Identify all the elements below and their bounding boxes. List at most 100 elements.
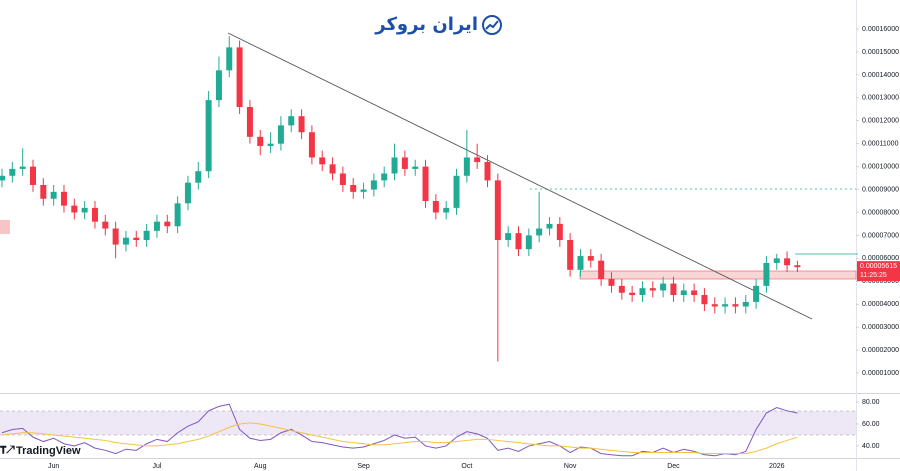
- candle-body: [360, 189, 367, 192]
- candle-body: [298, 116, 305, 133]
- candle-body: [432, 201, 439, 213]
- y-tick-label: 0.00011000: [862, 141, 899, 148]
- y-tick-label: 60.00: [862, 421, 880, 428]
- y-tick-label: 0.00007000: [862, 232, 899, 239]
- candle-body: [153, 221, 160, 231]
- price-tag-label: 0.00005615: [860, 263, 897, 270]
- countdown: 11:25:25: [860, 272, 887, 279]
- x-tick-label: 2026: [769, 463, 785, 470]
- candle-body: [350, 184, 357, 192]
- candle-body: [0, 175, 5, 181]
- candle-body: [236, 47, 243, 108]
- x-tick-label: Jun: [48, 463, 59, 470]
- zone: [579, 270, 857, 280]
- candle-body: [474, 157, 481, 163]
- candle-body: [401, 157, 408, 169]
- x-tick-label: Jul: [152, 463, 161, 470]
- candle-body: [91, 207, 98, 222]
- candle-body: [556, 223, 563, 241]
- x-tick-label: Sep: [357, 463, 370, 470]
- candle-body: [143, 230, 150, 241]
- candle-body: [319, 157, 326, 165]
- y-tick-label: 0.00004000: [862, 301, 899, 308]
- candle-body: [184, 182, 191, 204]
- candle-body: [19, 166, 26, 169]
- price-tag: [857, 261, 900, 282]
- candle-body: [308, 132, 315, 158]
- logo: ایران بروکر: [374, 14, 502, 35]
- candle-body: [660, 283, 667, 291]
- candle-body: [629, 292, 636, 296]
- candle-body: [722, 304, 729, 307]
- x-tick-label: Nov: [564, 463, 577, 470]
- candle-body: [618, 285, 625, 293]
- candle-body: [649, 288, 656, 291]
- logo-icon: [482, 15, 502, 35]
- candle-body: [195, 171, 202, 183]
- brand-mark: 𝐓↗: [0, 445, 15, 457]
- candle-body: [257, 136, 264, 146]
- candle-body: [71, 205, 78, 213]
- logo-arrow: [485, 20, 499, 30]
- candle-body: [794, 265, 801, 268]
- candle-body: [639, 288, 646, 296]
- candle-body: [226, 47, 233, 71]
- candle-body: [546, 223, 553, 229]
- candle-body: [9, 168, 16, 176]
- x-tick-label: Dec: [667, 463, 680, 470]
- candle-body: [29, 166, 36, 185]
- candle-body: [164, 221, 171, 227]
- candle-body: [391, 157, 398, 174]
- x-tick-label: Oct: [461, 463, 472, 470]
- candle-body: [773, 258, 780, 263]
- candle-body: [742, 301, 749, 307]
- candle-body: [577, 256, 584, 270]
- candle-body: [670, 283, 677, 296]
- candle-body: [422, 166, 429, 202]
- y-tick-label: 0.00012000: [862, 118, 899, 125]
- candle-body: [102, 221, 109, 229]
- y-tick-label: 0.00013000: [862, 95, 899, 102]
- candle-body: [536, 228, 543, 236]
- y-tick-label: 0.00015000: [862, 49, 899, 56]
- brand: TradingView: [16, 445, 81, 457]
- candle-body: [763, 262, 770, 286]
- candle-body: [463, 157, 470, 176]
- y-tick-label: 80.00: [862, 399, 880, 406]
- watermark: ایران بروکر: [374, 14, 478, 35]
- x-tick-label: Aug: [254, 463, 267, 470]
- candle-body: [215, 70, 222, 101]
- candle-body: [205, 100, 212, 172]
- y-tick-label: 0.00010000: [862, 163, 899, 170]
- candle-body: [246, 107, 253, 137]
- trend-line: [227, 32, 813, 320]
- rsi-line: [1, 422, 798, 455]
- candle-body: [680, 290, 687, 296]
- marks: 0.00001000 0.00002000 0.00003000 0.00004000…: [0, 26, 900, 470]
- candle-body: [753, 285, 760, 302]
- candle-body: [453, 175, 460, 208]
- y-tick-label: 0.00005000: [862, 278, 899, 285]
- candle-body: [133, 237, 140, 241]
- candle-body: [525, 235, 532, 250]
- y-tick-label: 0.00016000: [862, 26, 899, 33]
- candle-body: [277, 125, 284, 144]
- candle-body: [412, 166, 419, 169]
- candle-body: [288, 116, 295, 126]
- candle-body: [81, 207, 88, 213]
- candle-body: [174, 203, 181, 227]
- rsi-line: [1, 403, 798, 457]
- candle-body: [370, 180, 377, 190]
- candle-body: [587, 256, 594, 261]
- y-tick-label: 0.00003000: [862, 324, 899, 331]
- candle-body: [784, 258, 791, 266]
- candle-body: [267, 143, 274, 146]
- candle-body: [484, 162, 491, 181]
- candle-body: [567, 240, 574, 270]
- y-tick-label: 0.00001000: [862, 370, 899, 377]
- candle-body: [443, 207, 450, 213]
- candle-body: [598, 260, 605, 279]
- candle-body: [112, 228, 119, 245]
